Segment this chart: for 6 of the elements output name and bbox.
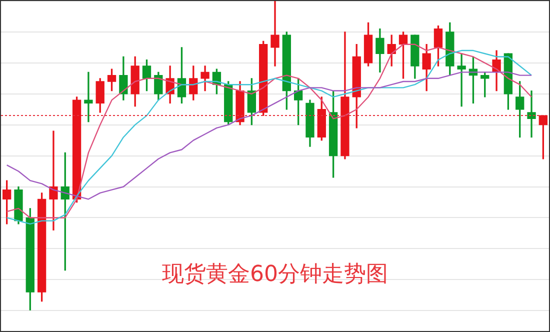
text: 现货黄金60分钟走势图 — [161, 261, 389, 289]
candlestick — [84, 72, 93, 122]
candlestick — [527, 90, 536, 138]
candlestick — [457, 53, 466, 107]
candlestick — [49, 130, 58, 230]
candlestick — [270, 1, 280, 66]
